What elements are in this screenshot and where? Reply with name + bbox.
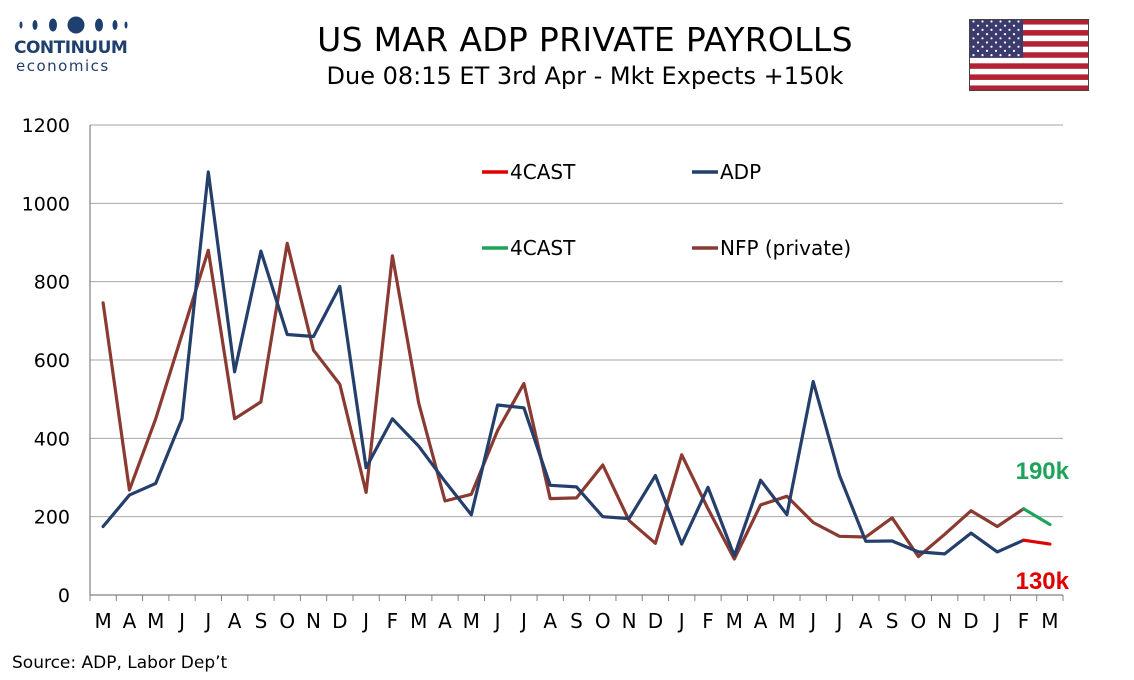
x-tick-label: M [1041, 609, 1058, 633]
series-line-4cast-2 [1022, 538, 1052, 546]
x-tick-label: J [203, 609, 211, 633]
x-tick-label: A [754, 609, 768, 633]
x-tick-label: S [255, 609, 268, 633]
x-tick-label: J [493, 609, 501, 633]
x-tick-label: F [1018, 609, 1030, 633]
x-tick-label: S [570, 609, 583, 633]
x-tick-label: M [726, 609, 743, 633]
x-tick-label: N [306, 609, 321, 633]
series-line-nfp-private-1 [101, 241, 1026, 561]
y-tick-label: 400 [34, 428, 70, 450]
x-tick-label: M [95, 609, 112, 633]
legend-label: 4CAST [510, 236, 576, 260]
chart-title: US MAR ADP PRIVATE PAYROLLS [317, 20, 853, 59]
x-tick-label: F [702, 609, 714, 633]
legend-label: 4CAST [510, 160, 576, 184]
chart-subtitle: Due 08:15 ET 3rd Apr - Mkt Expects +150k [326, 62, 844, 90]
x-tick-label: O [279, 609, 295, 633]
x-tick-label: M [147, 609, 164, 633]
y-tick-label: 800 [34, 272, 70, 294]
series-line-4cast-3 [1022, 507, 1052, 527]
y-tick-label: 600 [34, 350, 70, 372]
series-line-adp-0 [101, 170, 1026, 558]
forecast-label-red: 130k [1016, 568, 1070, 595]
logo-name: CONTINUUM [14, 38, 128, 58]
source-note: Source: ADP, Labor Dep’t [12, 653, 228, 673]
x-tick-label: N [937, 609, 952, 633]
legend-label: NFP (private) [720, 236, 851, 260]
x-tick-label: J [835, 609, 843, 633]
x-tick-label: D [332, 609, 347, 633]
y-tick-label: 1200 [22, 115, 70, 137]
x-tick-label: O [595, 609, 611, 633]
logo-dots-icon [19, 16, 128, 34]
x-tick-label: N [622, 609, 637, 633]
x-tick-label: J [808, 609, 816, 633]
us-flag-icon [969, 19, 1089, 91]
x-tick-label: F [387, 609, 399, 633]
x-tick-label: J [177, 609, 185, 633]
y-tick-label: 1000 [22, 193, 70, 215]
forecast-label-green: 190k [1016, 458, 1070, 485]
x-tick-label: S [886, 609, 899, 633]
continuum-logo: CONTINUUM economics [14, 14, 144, 76]
x-tick-label: M [410, 609, 427, 633]
x-tick-label: M [778, 609, 795, 633]
x-tick-label: A [543, 609, 557, 633]
x-tick-label: J [677, 609, 685, 633]
x-tick-label: A [123, 609, 137, 633]
x-tick-label: A [859, 609, 873, 633]
x-tick-label: J [361, 609, 369, 633]
x-tick-label: D [963, 609, 978, 633]
x-tick-label: M [463, 609, 480, 633]
y-tick-label: 200 [34, 507, 70, 529]
x-tick-label: A [438, 609, 452, 633]
logo-subtitle: economics [16, 57, 110, 75]
x-tick-label: A [228, 609, 242, 633]
x-tick-label: D [648, 609, 663, 633]
x-tick-label: J [519, 609, 527, 633]
y-tick-label: 0 [58, 585, 70, 607]
x-tick-label: J [992, 609, 1000, 633]
x-tick-label: O [910, 609, 926, 633]
legend-label: ADP [720, 160, 761, 184]
